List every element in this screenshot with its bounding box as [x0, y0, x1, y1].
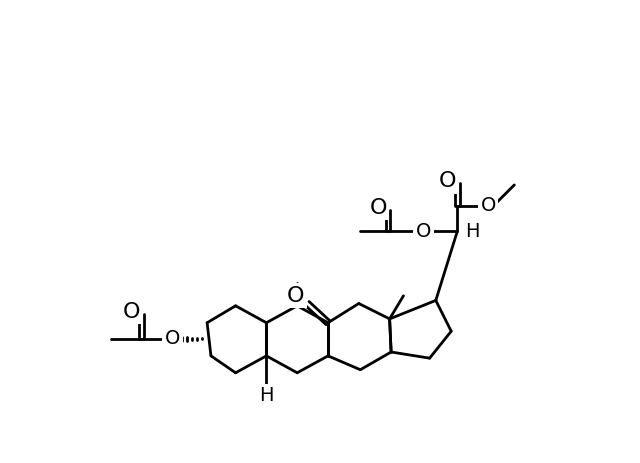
Text: O: O	[164, 329, 180, 349]
Text: O: O	[438, 171, 456, 191]
Text: H: H	[465, 222, 480, 241]
Text: O: O	[369, 198, 387, 218]
Text: H: H	[259, 387, 274, 406]
Text: O: O	[287, 286, 305, 306]
Text: O: O	[416, 222, 431, 241]
Text: O: O	[481, 196, 496, 215]
Text: O: O	[123, 302, 140, 322]
